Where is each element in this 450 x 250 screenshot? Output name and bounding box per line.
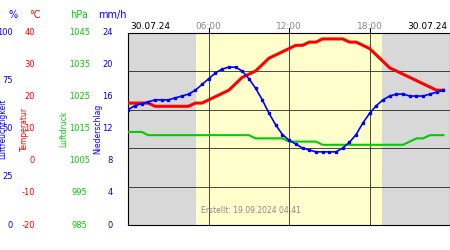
Text: 1005: 1005 <box>69 156 90 165</box>
Text: 4: 4 <box>108 188 113 198</box>
Text: Erstellt: 19.09.2024 04:41: Erstellt: 19.09.2024 04:41 <box>201 206 301 215</box>
Text: 40: 40 <box>24 28 35 37</box>
Text: Luftdruck: Luftdruck <box>59 110 68 147</box>
Text: 0: 0 <box>8 220 13 230</box>
Text: Luftfeuchtigkeit: Luftfeuchtigkeit <box>0 98 7 159</box>
Text: 30.07.24: 30.07.24 <box>130 22 171 31</box>
Text: 25: 25 <box>2 172 13 182</box>
Text: 995: 995 <box>72 188 87 198</box>
Text: 1035: 1035 <box>69 60 90 69</box>
Text: 1045: 1045 <box>69 28 90 37</box>
Text: 24: 24 <box>102 28 113 37</box>
Text: 30: 30 <box>24 60 35 69</box>
Text: 06:00: 06:00 <box>196 22 221 31</box>
Text: 12: 12 <box>102 124 113 133</box>
Text: 12:00: 12:00 <box>276 22 302 31</box>
Text: 50: 50 <box>2 124 13 133</box>
Text: 20: 20 <box>102 60 113 69</box>
Text: 20: 20 <box>24 92 35 101</box>
Text: -10: -10 <box>21 188 35 198</box>
Text: °C: °C <box>29 10 40 20</box>
Text: 0: 0 <box>29 156 35 165</box>
Text: 1025: 1025 <box>69 92 90 101</box>
Text: 1015: 1015 <box>69 124 90 133</box>
Text: 16: 16 <box>102 92 113 101</box>
Bar <box>196 32 382 225</box>
Text: 100: 100 <box>0 28 13 37</box>
Text: 75: 75 <box>2 76 13 85</box>
Text: -20: -20 <box>21 220 35 230</box>
Text: 10: 10 <box>24 124 35 133</box>
Text: Temperatur: Temperatur <box>20 107 29 151</box>
Text: 30.07.24: 30.07.24 <box>408 22 448 31</box>
Text: 985: 985 <box>72 220 87 230</box>
Text: 0: 0 <box>108 220 113 230</box>
Text: Niederschlag: Niederschlag <box>93 104 102 154</box>
Text: 8: 8 <box>108 156 113 165</box>
Text: 18:00: 18:00 <box>356 22 382 31</box>
Text: %: % <box>8 10 18 20</box>
Text: mm/h: mm/h <box>99 10 127 20</box>
Text: hPa: hPa <box>71 10 89 20</box>
